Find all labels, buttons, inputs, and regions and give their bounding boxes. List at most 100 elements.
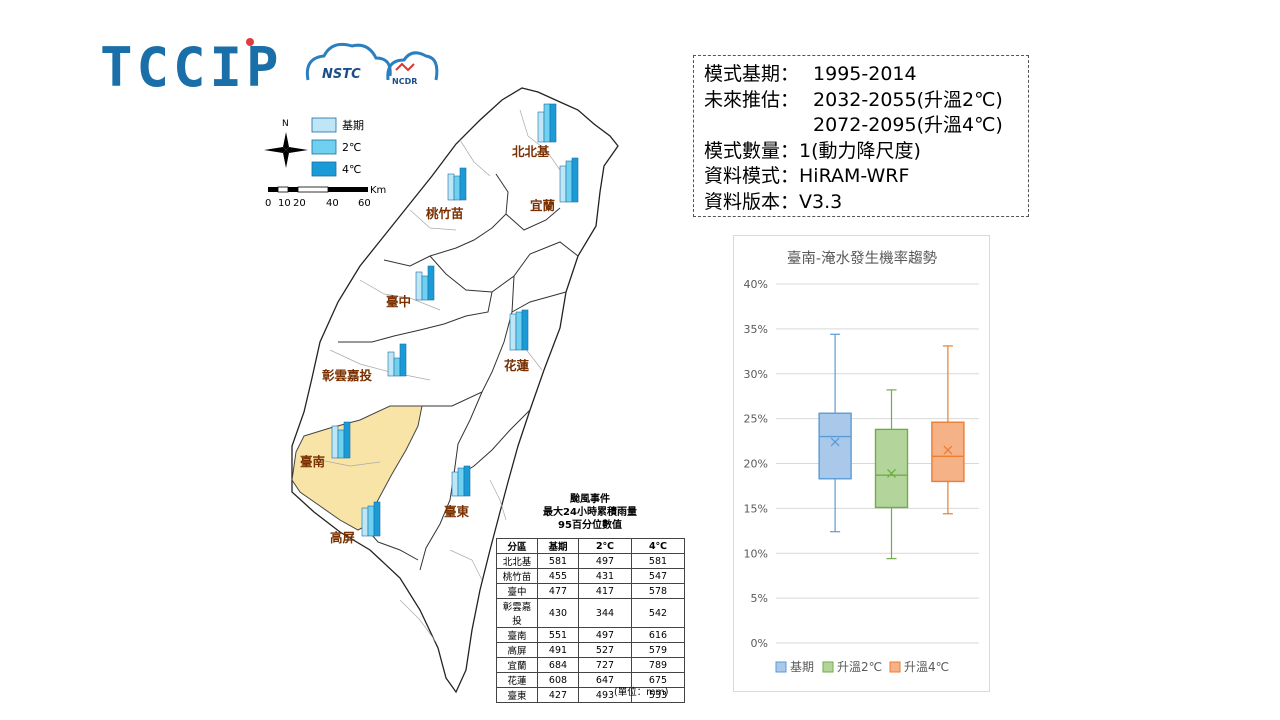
table-cell-region: 宜蘭 [496,657,538,673]
region-label-taichung: 臺中 [386,294,411,309]
table-cell-value: 789 [631,657,685,673]
info-label: 模式基期： [704,63,800,85]
rain-title-line: 95百分位數值 [558,520,622,531]
region-label-yilan: 宜蘭 [530,198,556,213]
box-0 [818,333,852,533]
y-tick-label: 15% [744,502,768,515]
table-cell-value: 527 [578,642,632,658]
bar-base [447,173,455,201]
rain-table-body: 北北基 581 497 581 桃竹苗 455 431 547 臺中 477 417 578 彰雲嘉投 4… [496,553,685,703]
region-label-changyunjiatou: 彰雲嘉投 [322,368,373,383]
scale-tick: 60 [358,198,371,209]
rain-table: 分區 基期 2℃ 4℃ 北北基 581 497 581 桃竹苗 455 431 547 臺中 47… [496,538,685,703]
y-tick-label: 0% [751,637,768,650]
bar-base [537,111,545,143]
iqr-box [818,412,852,480]
table-cell-value: 431 [578,568,632,584]
table-cell-region: 花蓮 [496,672,538,688]
info-label: 模式數量： [704,139,800,162]
region-label-beibeiji: 北北基 [512,144,550,159]
table-row: 桃竹苗 455 431 547 [496,568,685,584]
rain-table-unit: (單位：mm) [614,687,669,698]
info-label: 資料版本： [704,190,800,213]
logo-badge-right: NCDR [392,77,417,86]
bar-base [509,313,517,351]
region-label-taitung: 臺東 [444,504,470,519]
info-row: 2072-2095(升溫4℃) [704,113,1028,139]
scale-tick: 10 [278,198,291,209]
legend-swatch [775,661,787,673]
legend-swatch-4c [311,161,337,177]
table-row: 臺中 477 417 578 [496,583,685,599]
y-tick-label: 40% [744,278,768,291]
table-row: 宜蘭 684 727 789 [496,657,685,673]
bar-4c [373,501,381,537]
table-cell-value: 344 [578,598,632,628]
logo-badge-left: NSTC [322,67,361,82]
model-info-box: 模式基期： 1995-2014 未來推估： 2032-2055(升溫2℃) 2072… [693,55,1029,217]
table-row: 高屏 491 527 579 [496,642,685,658]
bar-2c [337,429,345,459]
table-cell-value: 579 [631,642,685,658]
iqr-box [874,428,909,509]
region-label-hualien: 花蓮 [504,358,530,373]
legend-label: 基期 [790,660,814,674]
y-tick-label: 35% [744,323,768,336]
region-bars-beibeiji [537,103,557,143]
info-value: 2032-2055(升溫2℃) [813,88,1003,111]
table-cell-region: 桃竹苗 [496,568,538,584]
logo-cloud-right [386,51,439,81]
table-cell-value: 497 [578,553,632,569]
scale-tick: 20 [293,198,306,209]
table-cell-value: 581 [631,553,685,569]
bar-base [387,351,395,377]
info-label: 未來推估： [704,88,800,111]
table-row: 臺東 427 493 533 [496,687,685,703]
region-bars-taichung [415,265,435,301]
bar-4c [343,421,351,459]
flood-probability-chart: 臺南-淹水發生機率趨勢 0% 5% 10% 15% 20% 25% 30% 35% 40% 基期… [733,235,990,692]
bar-2c [565,160,573,203]
tainan-highlight [291,405,423,531]
table-cell-value: 542 [631,598,685,628]
legend-label: 升溫4℃ [904,660,949,674]
island-outline [291,87,619,694]
table-cell-value: 727 [578,657,632,673]
table-cell-value: 417 [578,583,632,599]
logo-cloud-left [305,42,392,81]
table-row: 臺南 551 497 616 [496,627,685,643]
table-cell-region: 高屏 [496,642,538,658]
bar-2c [393,357,401,377]
table-cell-region: 北北基 [496,553,538,569]
table-cell-value: 497 [578,627,632,643]
table-cell-value: 477 [537,583,579,599]
chart-legend: 基期 升溫2℃ 升溫4℃ [775,660,949,674]
bar-base [361,507,369,537]
region-bars-hualien [509,309,529,351]
legend-swatch [889,661,901,673]
legend-label-base: 基期 [342,119,364,132]
info-label: 資料模式： [704,165,800,187]
chart-title: 臺南-淹水發生機率趨勢 [787,250,938,267]
table-cell-value: 608 [537,672,579,688]
box-2 [931,345,965,515]
table-cell-value: 578 [631,583,685,599]
bar-2c [515,311,523,351]
bar-4c [463,465,471,497]
bar-base [559,165,567,203]
table-cell-value: 684 [537,657,579,673]
scale-unit: Km [370,185,386,196]
y-tick-label: 30% [744,368,768,381]
bar-2c [453,175,461,201]
region-bars-yilan [559,157,579,203]
bar-base [451,471,459,497]
legend-label: 升溫2℃ [837,660,882,674]
bar-4c [427,265,435,301]
bar-2c [367,505,375,537]
bar-2c [421,275,429,301]
column-header: 2℃ [578,538,632,554]
bar-4c [521,309,529,351]
table-cell-value: 491 [537,642,579,658]
column-header: 分區 [496,538,538,554]
info-row: 模式基期： 1995-2014 [704,62,1028,88]
